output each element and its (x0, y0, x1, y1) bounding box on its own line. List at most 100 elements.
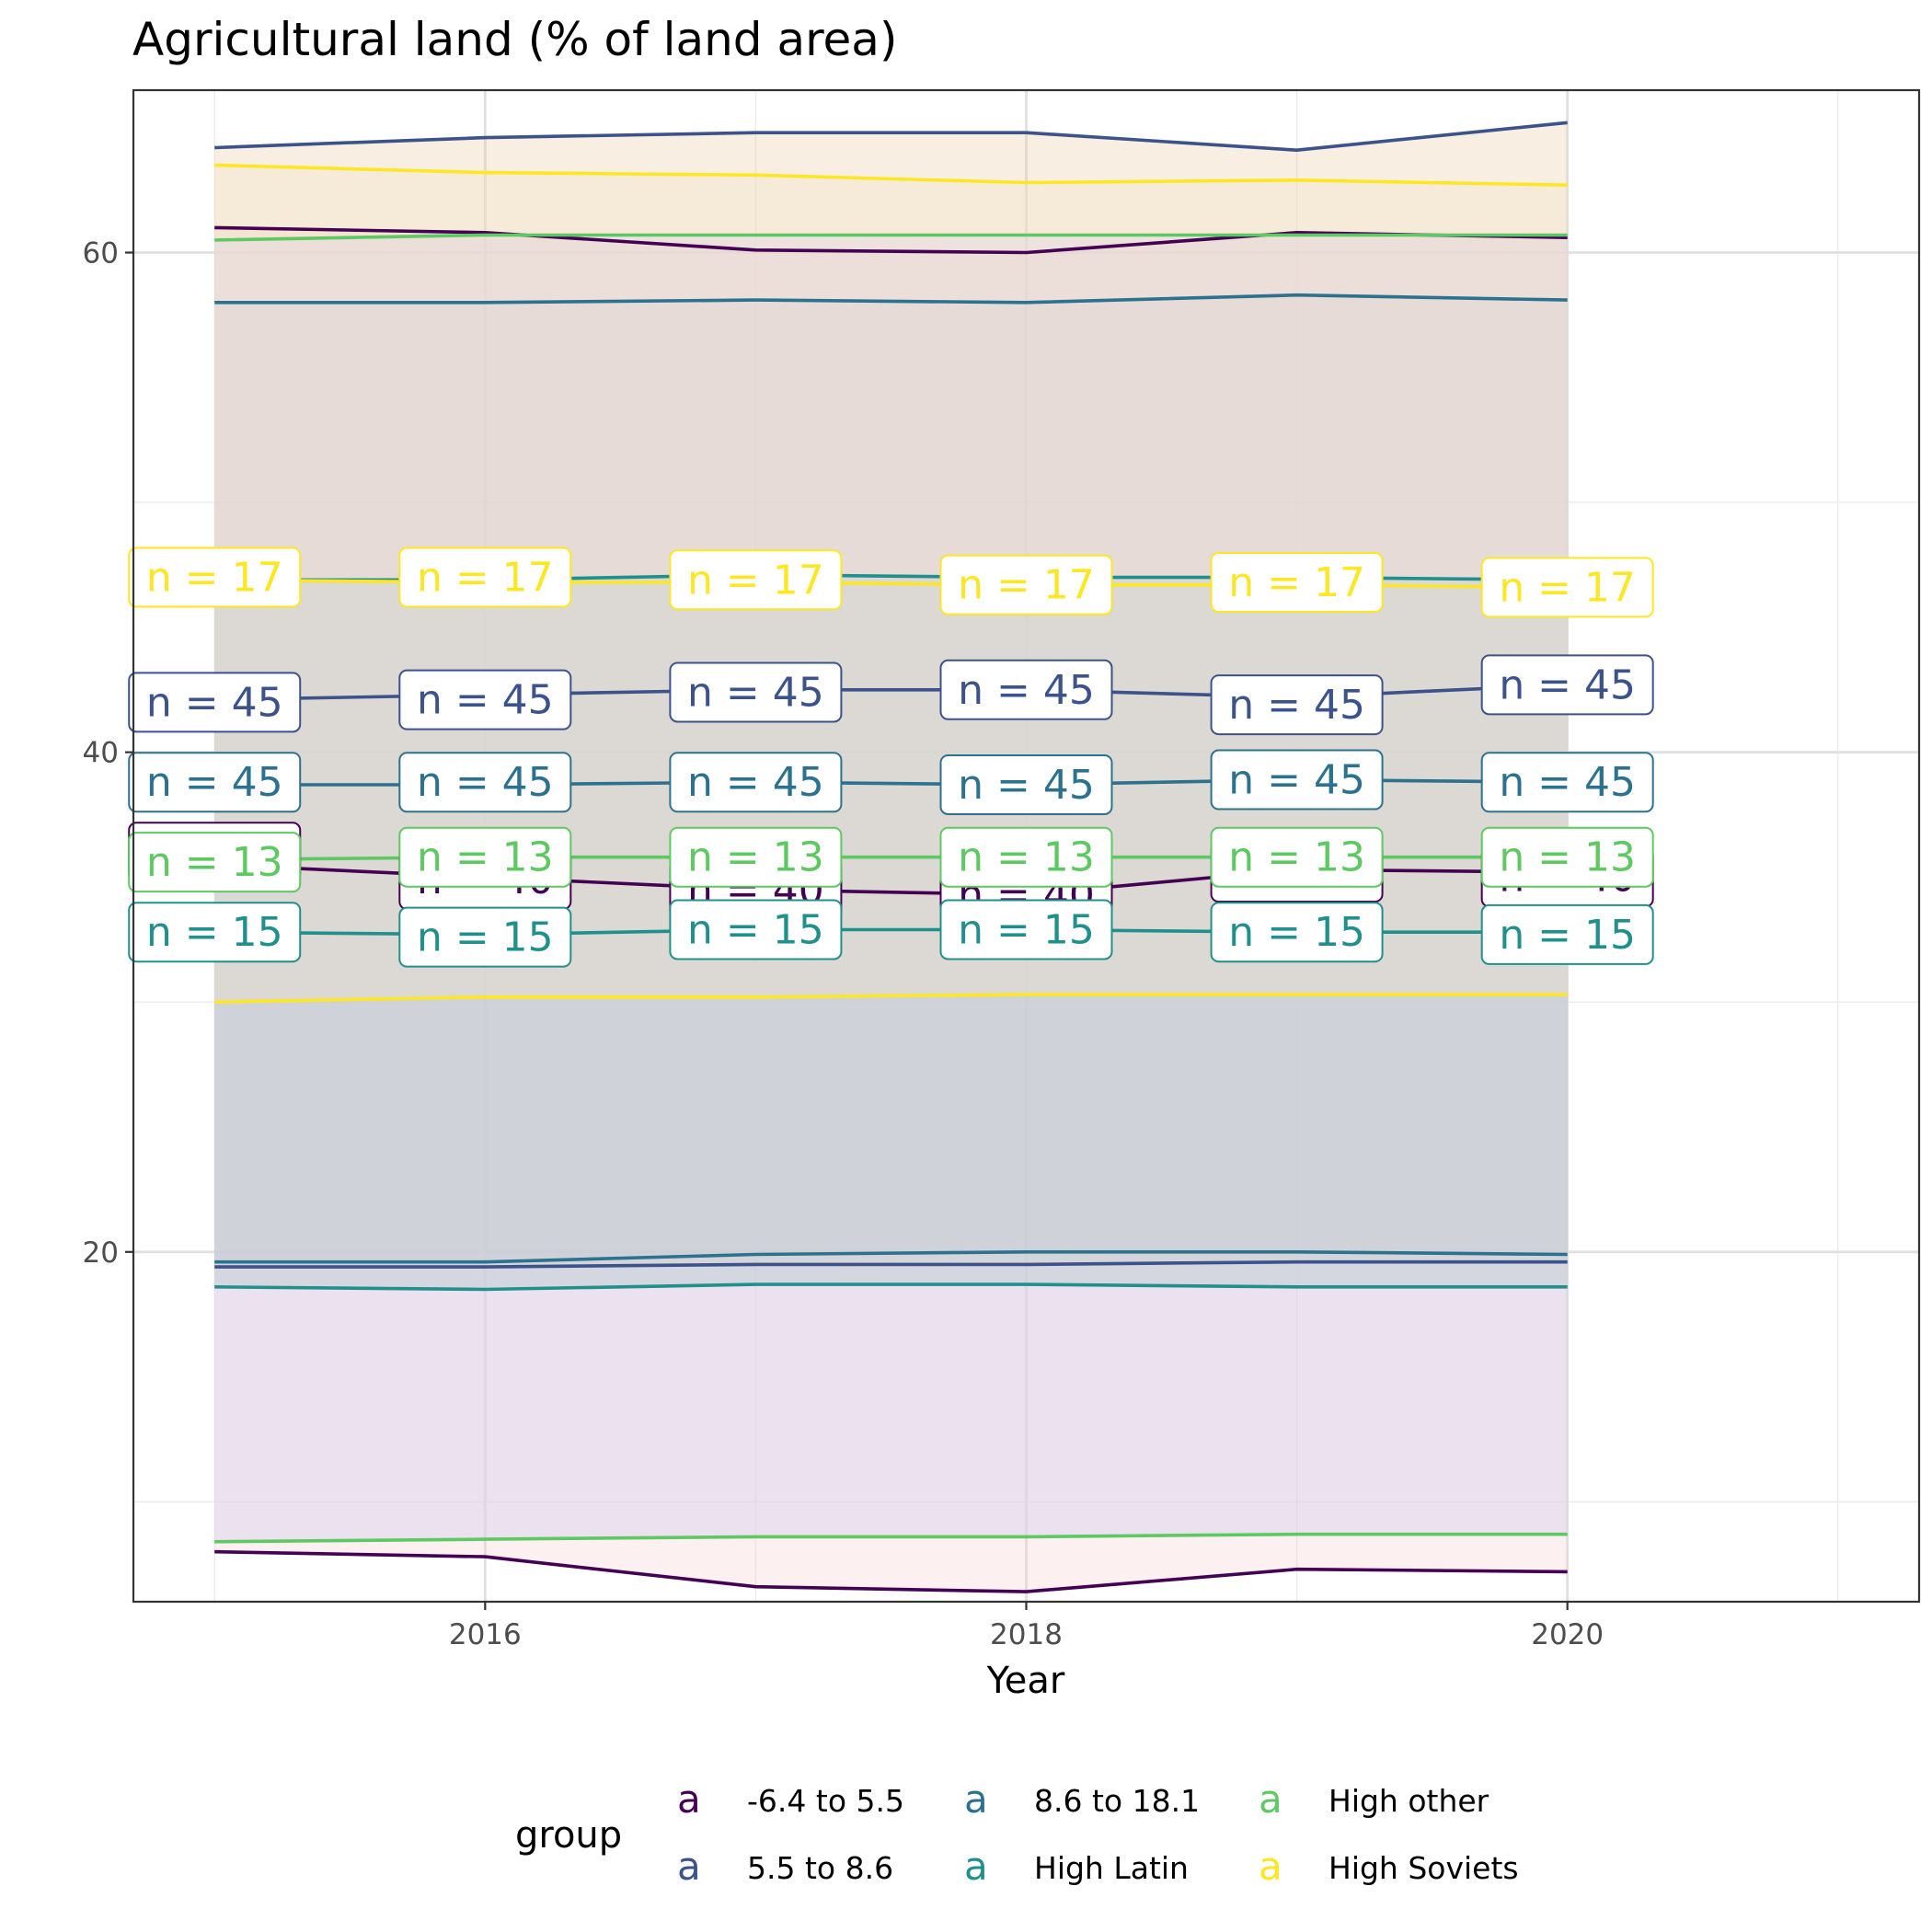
line-upper-2 (214, 293, 1568, 305)
count-label-3-3: n = 15 (939, 899, 1113, 960)
legend-key: a (677, 1777, 701, 1822)
legend-key: a (964, 1777, 988, 1822)
count-label-2-2: n = 45 (669, 752, 843, 813)
count-label-text: n = 15 (1228, 909, 1365, 956)
count-label-text: n = 13 (417, 834, 554, 881)
count-label-text: n = 45 (687, 759, 824, 806)
count-label-box (128, 546, 302, 608)
count-label-box (1480, 557, 1654, 618)
count-label-4-0: n = 13 (128, 832, 302, 893)
count-label-box (939, 659, 1113, 720)
count-label-box (398, 826, 572, 888)
count-label-text: n = 13 (687, 834, 824, 881)
count-label-4-1: n = 13 (398, 826, 572, 888)
legend-key: a (1259, 1777, 1282, 1822)
chart-title: Agricultural land (% of land area) (132, 13, 897, 66)
count-label-text: n = 45 (417, 677, 554, 724)
line-upper-5 (214, 163, 1568, 187)
count-label-5-2: n = 17 (669, 549, 843, 611)
count-label-4-3: n = 13 (939, 826, 1113, 888)
line-upper-1 (214, 121, 1568, 152)
legend-item-5: a High Soviets (1259, 1844, 1519, 1889)
count-label-4-5: n = 13 (1480, 826, 1654, 888)
count-label-text: n = 15 (146, 909, 283, 956)
count-label-text: n = 17 (687, 557, 824, 604)
x-tick-label-0: 2016 (449, 1618, 522, 1651)
count-label-text: n = 45 (146, 759, 283, 806)
count-label-1-4: n = 45 (1210, 674, 1384, 736)
count-label-text: n = 13 (958, 834, 1095, 881)
legend-label: 8.6 to 18.1 (1034, 1783, 1200, 1819)
count-label-3-0: n = 15 (128, 902, 302, 963)
y-tick-label-0: 20 (83, 1236, 119, 1270)
count-label-text: n = 15 (687, 906, 824, 953)
count-label-4-4: n = 13 (1210, 826, 1384, 888)
line-upper-4 (214, 233, 1568, 242)
count-label-3-4: n = 15 (1210, 902, 1384, 963)
count-label-text: n = 45 (417, 759, 554, 806)
legend-item-2: a 8.6 to 18.1 (964, 1777, 1200, 1822)
count-label-box (1210, 551, 1384, 613)
legend-key: a (964, 1844, 988, 1889)
line-lower-4 (214, 1532, 1568, 1544)
count-label-box (669, 826, 843, 888)
count-label-text: n = 17 (958, 562, 1095, 609)
count-label-box (669, 661, 843, 723)
legend-key: a (1259, 1844, 1282, 1889)
count-label-text: n = 13 (146, 839, 283, 886)
count-label-2-0: n = 45 (128, 752, 302, 813)
count-label-box (939, 753, 1113, 815)
y-tick-label-1: 40 (83, 737, 119, 770)
count-label-box (1210, 674, 1384, 736)
line-lower-1 (214, 1259, 1568, 1269)
count-label-text: n = 15 (1499, 912, 1636, 959)
count-label-3-1: n = 15 (398, 906, 572, 968)
count-label-box (939, 826, 1113, 888)
count-label-box (669, 549, 843, 611)
legend-item-4: a High other (1259, 1777, 1489, 1822)
count-label-box (1210, 749, 1384, 811)
legend-item-1: a 5.5 to 8.6 (677, 1844, 893, 1889)
count-label-text: n = 13 (1228, 834, 1365, 881)
count-label-box (669, 752, 843, 813)
count-label-1-3: n = 45 (939, 659, 1113, 720)
count-label-box (398, 546, 572, 608)
count-label-text: n = 17 (146, 555, 283, 602)
axes: 20 40 60 2016 2018 2020 (83, 237, 1604, 1651)
line-lower-0 (214, 1549, 1568, 1593)
count-label-text: n = 17 (1499, 564, 1636, 611)
count-label-2-4: n = 45 (1210, 749, 1384, 811)
count-label-box (939, 554, 1113, 615)
legend-item-0: a -6.4 to 5.5 (677, 1777, 904, 1822)
count-label-1-2: n = 45 (669, 661, 843, 723)
count-label-2-5: n = 45 (1480, 752, 1654, 813)
count-label-1-0: n = 45 (128, 672, 302, 733)
count-label-box (1480, 826, 1654, 888)
x-axis-title: Year (986, 1660, 1065, 1702)
legend-label: High other (1328, 1783, 1489, 1819)
count-label-box (128, 752, 302, 813)
count-label-5-3: n = 17 (939, 554, 1113, 615)
count-label-4-2: n = 13 (669, 826, 843, 888)
legend-item-3: a High Latin (964, 1844, 1189, 1889)
count-label-text: n = 45 (687, 669, 824, 716)
line-lower-5 (214, 993, 1568, 1004)
count-label-box (1480, 903, 1654, 965)
count-label-text: n = 45 (1228, 757, 1365, 804)
count-label-box (398, 669, 572, 730)
count-label-box (939, 899, 1113, 960)
legend-title: group (515, 1814, 622, 1857)
count-label-text: n = 45 (958, 762, 1095, 809)
count-label-box (398, 906, 572, 968)
count-label-text: n = 45 (1499, 759, 1636, 806)
count-label-2-3: n = 45 (939, 753, 1113, 815)
legend-label: -6.4 to 5.5 (747, 1783, 904, 1819)
count-label-5-5: n = 17 (1480, 557, 1654, 618)
count-label-box (398, 752, 572, 813)
count-label-5-0: n = 17 (128, 546, 302, 608)
count-label-5-1: n = 17 (398, 546, 572, 608)
legend: group a -6.4 to 5.5 a 5.5 to 8.6 a 8.6 to 18.… (515, 1777, 1519, 1889)
count-label-3-5: n = 15 (1480, 903, 1654, 965)
line-lower-2 (214, 1250, 1568, 1264)
